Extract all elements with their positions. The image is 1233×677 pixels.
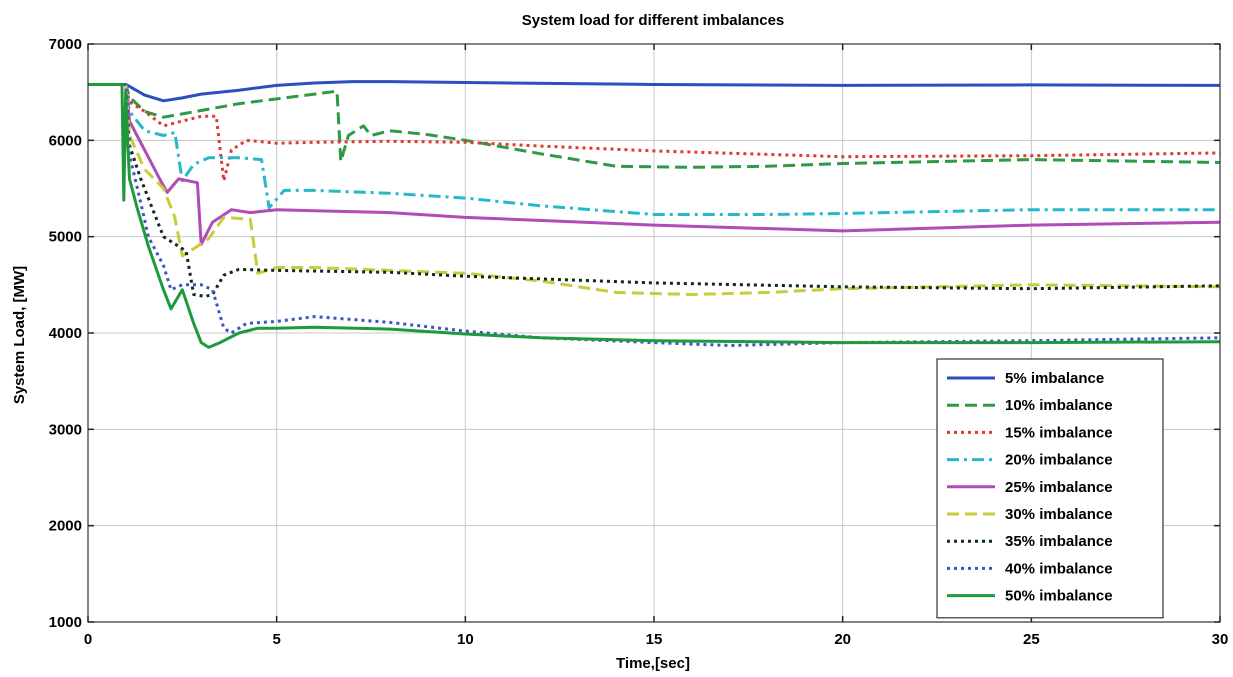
legend-label: 35% imbalance [1005,533,1113,550]
series-lines [88,80,1221,349]
legend-label: 40% imbalance [1005,560,1113,577]
y-tick-label: 2000 [49,518,82,535]
y-tick-label: 3000 [49,421,82,438]
chart-title: System load for different imbalances [522,12,785,29]
y-axis-label: System Load, [MW] [11,266,28,404]
axis-ticks: 0 5 10 15 20 25 30 1000 2000 3000 4000 5000 6000 7000 [49,36,1229,648]
series-line-1 [88,80,1221,103]
y-tick-label: 4000 [49,325,82,342]
y-tick-label: 1000 [49,614,82,631]
series-line-9 [88,83,1221,349]
series-line-7 [88,83,1221,298]
y-tick-label: 5000 [49,229,82,246]
legend-label: 30% imbalance [1005,506,1113,523]
x-tick-label: 30 [1212,631,1229,648]
series-line-3 [88,83,1221,183]
x-tick-label: 10 [457,631,474,648]
x-tick-label: 15 [646,631,663,648]
series-line-5 [88,83,1221,246]
legend-label: 20% imbalance [1005,452,1113,469]
legend-label: 15% imbalance [1005,424,1113,441]
legend: 5% imbalance 10% imbalance 15% imbalance 20… [936,358,1164,619]
y-tick-label: 6000 [49,132,82,149]
x-tick-label: 20 [834,631,851,648]
x-tick-label: 5 [272,631,280,648]
y-tick-label: 7000 [49,36,82,53]
series-line-6 [88,83,1221,296]
legend-box [936,358,1164,619]
series-line-2 [88,83,1221,169]
series-line-4 [88,83,1220,216]
x-tick-label: 25 [1023,631,1040,648]
x-axis-label: Time,[sec] [616,655,690,672]
legend-label: 50% imbalance [1005,588,1113,605]
legend-label: 5% imbalance [1005,370,1104,387]
legend-label: 10% imbalance [1005,397,1113,414]
legend-label: 25% imbalance [1005,479,1113,496]
x-tick-label: 0 [84,631,92,648]
